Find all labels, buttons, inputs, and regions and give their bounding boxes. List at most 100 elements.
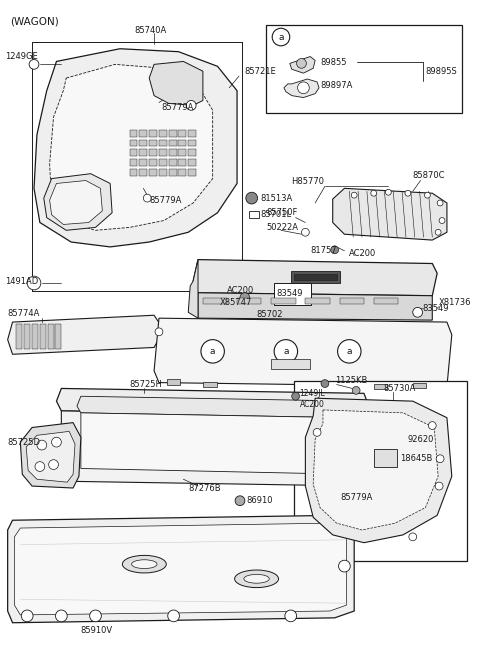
Text: 85910V: 85910V	[81, 626, 113, 635]
Text: 92620: 92620	[408, 435, 434, 444]
Text: a: a	[283, 347, 288, 356]
Ellipse shape	[122, 555, 166, 573]
Text: 85774A: 85774A	[8, 309, 40, 318]
Circle shape	[56, 610, 67, 622]
Bar	[130, 130, 137, 136]
Text: 85725D: 85725D	[8, 437, 41, 447]
Polygon shape	[188, 259, 198, 318]
Circle shape	[29, 60, 39, 70]
Bar	[179, 169, 186, 176]
Circle shape	[428, 422, 436, 430]
Circle shape	[297, 58, 306, 68]
Text: a: a	[210, 347, 216, 356]
Text: 89897A: 89897A	[320, 81, 352, 90]
Bar	[48, 324, 54, 350]
Text: 89855: 89855	[320, 58, 347, 67]
Bar	[139, 150, 147, 156]
Text: AC200: AC200	[300, 400, 324, 409]
Circle shape	[27, 276, 41, 290]
Bar	[339, 298, 364, 304]
Text: AC200: AC200	[349, 249, 377, 258]
Text: 85702: 85702	[257, 310, 283, 318]
Circle shape	[51, 437, 61, 447]
Circle shape	[436, 455, 444, 463]
Circle shape	[435, 482, 443, 490]
Polygon shape	[61, 411, 364, 486]
Bar	[179, 130, 186, 136]
Text: 85779A: 85779A	[161, 103, 193, 112]
Text: X81736: X81736	[439, 298, 472, 307]
Bar	[40, 324, 46, 350]
Text: 85730A: 85730A	[384, 384, 416, 393]
Bar	[203, 382, 216, 387]
Polygon shape	[198, 292, 432, 320]
Bar	[139, 159, 147, 166]
Bar	[159, 130, 167, 136]
Bar	[271, 359, 310, 369]
Circle shape	[186, 101, 196, 111]
Circle shape	[413, 307, 422, 317]
Bar	[24, 324, 30, 350]
Bar	[294, 381, 468, 561]
Bar	[274, 283, 311, 304]
Polygon shape	[284, 79, 319, 98]
Text: 1249GE: 1249GE	[5, 52, 37, 61]
Circle shape	[351, 192, 357, 198]
Ellipse shape	[244, 575, 269, 583]
Circle shape	[285, 610, 297, 622]
Polygon shape	[154, 318, 452, 387]
Text: AC200: AC200	[228, 287, 254, 295]
Bar	[413, 383, 426, 389]
Text: 85721E: 85721E	[245, 67, 276, 75]
Bar	[294, 274, 336, 280]
Ellipse shape	[235, 570, 278, 588]
Bar	[149, 130, 157, 136]
Polygon shape	[364, 406, 369, 486]
Text: 85750F: 85750F	[266, 208, 298, 217]
Bar	[271, 298, 296, 304]
Circle shape	[235, 496, 245, 506]
Text: 1249JL: 1249JL	[300, 389, 325, 398]
Circle shape	[409, 533, 417, 541]
Bar	[203, 298, 228, 304]
Circle shape	[424, 192, 431, 198]
Text: 18645B: 18645B	[400, 454, 432, 463]
Bar	[305, 298, 330, 304]
Bar	[159, 140, 167, 146]
Circle shape	[201, 340, 224, 363]
Bar	[249, 211, 259, 218]
Bar	[130, 159, 137, 166]
Bar	[149, 150, 157, 156]
Text: 85779A: 85779A	[340, 493, 373, 502]
Bar	[167, 379, 180, 385]
Bar	[16, 324, 22, 350]
Polygon shape	[14, 523, 347, 615]
Bar	[130, 140, 137, 146]
Circle shape	[352, 387, 360, 395]
Bar	[159, 169, 167, 176]
Bar	[169, 140, 177, 146]
Polygon shape	[149, 62, 203, 105]
Polygon shape	[290, 57, 315, 73]
Text: H85770: H85770	[291, 177, 324, 186]
Text: X85747: X85747	[219, 298, 252, 307]
Polygon shape	[20, 422, 81, 488]
Bar	[149, 140, 157, 146]
Circle shape	[298, 82, 309, 94]
Bar	[169, 130, 177, 136]
Bar	[159, 159, 167, 166]
Bar	[56, 324, 61, 350]
Bar	[266, 25, 462, 113]
Polygon shape	[44, 174, 112, 230]
Bar	[179, 150, 186, 156]
Bar	[179, 140, 186, 146]
Bar	[237, 298, 262, 304]
Circle shape	[35, 462, 45, 471]
Text: 81513A: 81513A	[261, 194, 293, 203]
Circle shape	[37, 440, 47, 450]
Text: 1491AD: 1491AD	[5, 276, 38, 285]
Polygon shape	[77, 396, 358, 418]
Bar	[32, 324, 38, 350]
Polygon shape	[193, 259, 437, 296]
Bar	[188, 130, 196, 136]
